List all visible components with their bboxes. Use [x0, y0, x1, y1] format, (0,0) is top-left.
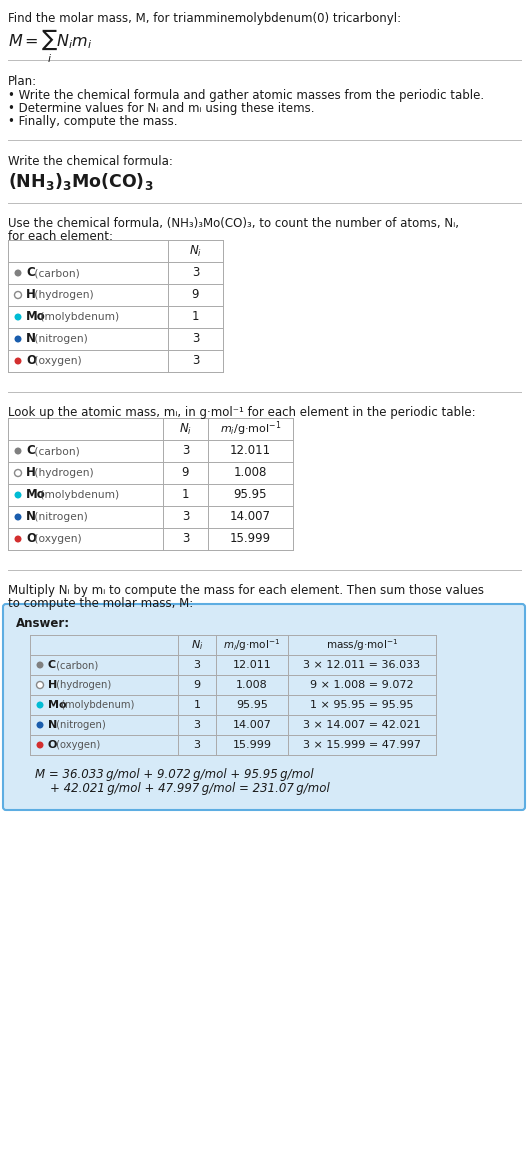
Text: for each element:: for each element: — [8, 230, 113, 243]
Text: 3: 3 — [182, 532, 189, 546]
Text: 9 × 1.008 = 9.072: 9 × 1.008 = 9.072 — [310, 680, 414, 690]
Text: (oxygen): (oxygen) — [31, 534, 82, 544]
Text: C: C — [26, 267, 35, 279]
Text: 1.008: 1.008 — [236, 680, 268, 690]
Text: 1.008: 1.008 — [234, 467, 267, 480]
Text: Look up the atomic mass, mᵢ, in g·mol⁻¹ for each element in the periodic table:: Look up the atomic mass, mᵢ, in g·mol⁻¹ … — [8, 406, 476, 419]
Text: (nitrogen): (nitrogen) — [53, 721, 106, 730]
Text: $\bf{(NH_3)_3Mo(CO)_3}$: $\bf{(NH_3)_3Mo(CO)_3}$ — [8, 171, 153, 192]
Text: Find the molar mass, M, for triamminemolybdenum(0) tricarbonyl:: Find the molar mass, M, for triamminemol… — [8, 12, 401, 24]
Text: (carbon): (carbon) — [31, 446, 80, 456]
Text: 12.011: 12.011 — [233, 660, 271, 670]
Text: $M = \sum_i N_i m_i$: $M = \sum_i N_i m_i$ — [8, 28, 92, 65]
Text: (oxygen): (oxygen) — [53, 740, 100, 750]
Text: (molybdenum): (molybdenum) — [37, 490, 118, 501]
Text: (hydrogen): (hydrogen) — [31, 290, 94, 300]
Text: (hydrogen): (hydrogen) — [53, 680, 111, 690]
Circle shape — [14, 313, 22, 320]
Text: N: N — [26, 511, 36, 524]
Circle shape — [14, 447, 22, 454]
Text: 15.999: 15.999 — [230, 532, 271, 546]
Text: 3: 3 — [192, 267, 199, 279]
Text: 3 × 12.011 = 36.033: 3 × 12.011 = 36.033 — [304, 660, 421, 670]
Text: $N_i$: $N_i$ — [191, 638, 203, 652]
Text: 14.007: 14.007 — [230, 511, 271, 524]
Text: C: C — [48, 660, 56, 670]
Text: M = 36.033 g/mol + 9.072 g/mol + 95.95 g/mol: M = 36.033 g/mol + 9.072 g/mol + 95.95 g… — [35, 768, 314, 781]
Text: $N_i$: $N_i$ — [179, 421, 192, 436]
Text: N: N — [48, 721, 57, 730]
Circle shape — [37, 702, 43, 709]
Text: 3: 3 — [194, 660, 200, 670]
Text: (carbon): (carbon) — [31, 268, 80, 278]
Text: (oxygen): (oxygen) — [31, 356, 82, 365]
Text: 15.999: 15.999 — [233, 740, 271, 750]
Text: + 42.021 g/mol + 47.997 g/mol = 231.07 g/mol: + 42.021 g/mol + 47.997 g/mol = 231.07 g… — [50, 782, 330, 795]
Text: Plan:: Plan: — [8, 74, 37, 88]
Circle shape — [14, 469, 22, 476]
Text: to compute the molar mass, M:: to compute the molar mass, M: — [8, 597, 193, 610]
Text: N: N — [26, 333, 36, 346]
Text: 1: 1 — [194, 700, 200, 710]
Text: 3: 3 — [194, 721, 200, 730]
Text: Write the chemical formula:: Write the chemical formula: — [8, 155, 173, 168]
Circle shape — [37, 681, 43, 688]
Text: • Write the chemical formula and gather atomic masses from the periodic table.: • Write the chemical formula and gather … — [8, 88, 484, 102]
Text: mass/g·mol$^{-1}$: mass/g·mol$^{-1}$ — [326, 637, 398, 653]
Text: 95.95: 95.95 — [236, 700, 268, 710]
Text: C: C — [26, 445, 35, 457]
Text: 9: 9 — [191, 289, 199, 301]
FancyBboxPatch shape — [3, 604, 525, 810]
Text: $m_i$/g·mol$^{-1}$: $m_i$/g·mol$^{-1}$ — [220, 420, 281, 439]
Circle shape — [37, 722, 43, 729]
Text: H: H — [48, 680, 57, 690]
Text: Multiply Nᵢ by mᵢ to compute the mass for each element. Then sum those values: Multiply Nᵢ by mᵢ to compute the mass fo… — [8, 584, 484, 597]
Text: 3: 3 — [194, 740, 200, 750]
Text: Use the chemical formula, (NH₃)₃Mo(CO)₃, to count the number of atoms, Nᵢ,: Use the chemical formula, (NH₃)₃Mo(CO)₃,… — [8, 217, 459, 230]
Text: 3 × 15.999 = 47.997: 3 × 15.999 = 47.997 — [303, 740, 421, 750]
Text: 95.95: 95.95 — [234, 489, 267, 502]
Text: Mo: Mo — [26, 311, 45, 324]
Text: (carbon): (carbon) — [53, 660, 98, 670]
Text: 3: 3 — [182, 445, 189, 457]
Text: 3 × 14.007 = 42.021: 3 × 14.007 = 42.021 — [303, 721, 421, 730]
Circle shape — [37, 741, 43, 748]
Text: (nitrogen): (nitrogen) — [31, 334, 88, 345]
Text: (molybdenum): (molybdenum) — [37, 312, 118, 322]
Text: 1: 1 — [182, 489, 189, 502]
Text: 1: 1 — [191, 311, 199, 324]
Circle shape — [14, 270, 22, 277]
Text: O: O — [26, 355, 36, 368]
Circle shape — [14, 513, 22, 520]
Text: (hydrogen): (hydrogen) — [31, 468, 94, 478]
Text: 3: 3 — [182, 511, 189, 524]
Circle shape — [14, 335, 22, 342]
Text: 3: 3 — [192, 355, 199, 368]
Text: 12.011: 12.011 — [230, 445, 271, 457]
Circle shape — [14, 291, 22, 298]
Text: Mo: Mo — [48, 700, 67, 710]
Text: H: H — [26, 289, 36, 301]
Text: 1 × 95.95 = 95.95: 1 × 95.95 = 95.95 — [310, 700, 414, 710]
Text: 14.007: 14.007 — [233, 721, 271, 730]
Circle shape — [37, 661, 43, 668]
Text: $m_i$/g·mol$^{-1}$: $m_i$/g·mol$^{-1}$ — [223, 637, 281, 653]
Text: • Determine values for Nᵢ and mᵢ using these items.: • Determine values for Nᵢ and mᵢ using t… — [8, 102, 315, 115]
Text: O: O — [48, 740, 57, 750]
Text: H: H — [26, 467, 36, 480]
Text: Mo: Mo — [26, 489, 45, 502]
Text: Answer:: Answer: — [16, 617, 70, 630]
Text: O: O — [26, 532, 36, 546]
Circle shape — [14, 357, 22, 364]
Text: 3: 3 — [192, 333, 199, 346]
Text: $N_i$: $N_i$ — [189, 243, 202, 258]
Text: • Finally, compute the mass.: • Finally, compute the mass. — [8, 115, 178, 128]
Text: 9: 9 — [194, 680, 200, 690]
Circle shape — [14, 535, 22, 542]
Text: 9: 9 — [182, 467, 189, 480]
Circle shape — [14, 491, 22, 498]
Text: (molybdenum): (molybdenum) — [58, 700, 134, 710]
Text: (nitrogen): (nitrogen) — [31, 512, 88, 521]
